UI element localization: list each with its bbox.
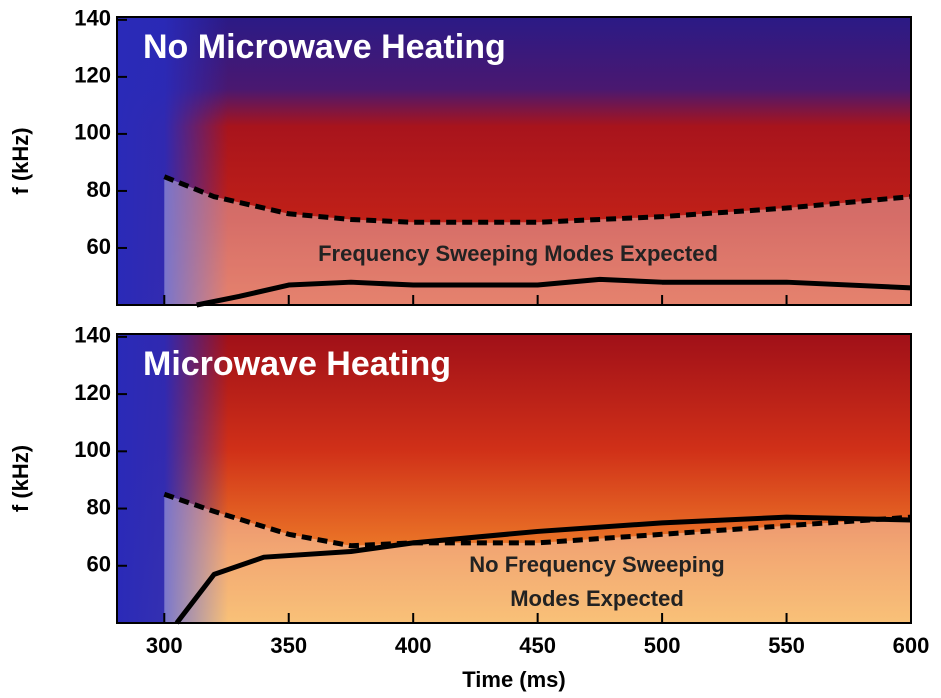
- y-tick-label: 140: [74, 323, 111, 348]
- y-axis-label: f (kHz): [8, 127, 33, 194]
- annotation: Frequency Sweeping Modes Expected: [318, 241, 718, 266]
- spectrogram-onset: [117, 334, 911, 623]
- y-tick-label: 60: [87, 552, 111, 577]
- y-tick-label: 100: [74, 120, 111, 145]
- plot-frame: [116, 16, 912, 306]
- x-tick-label: 500: [644, 633, 681, 658]
- x-tick-label: 350: [270, 633, 307, 658]
- y-tick-label: 100: [74, 437, 111, 462]
- annotation: No Frequency Sweeping: [469, 552, 725, 577]
- x-tick-label: 300: [146, 633, 183, 658]
- x-tick-label: 450: [519, 633, 556, 658]
- annotation: Modes Expected: [510, 586, 684, 611]
- expected-region: [164, 494, 912, 623]
- x-tick-label: 600: [893, 633, 930, 658]
- panel-title: No Microwave Heating: [143, 28, 506, 66]
- y-tick-label: 140: [74, 6, 111, 31]
- solid-line: [196, 276, 912, 308]
- spectrogram-onset: [117, 17, 911, 305]
- solid-line: [174, 514, 912, 625]
- x-axis-label: Time (ms): [462, 667, 566, 692]
- y-axis-label: f (kHz): [8, 445, 33, 512]
- y-tick-label: 120: [74, 63, 111, 88]
- y-tick-label: 80: [87, 494, 111, 519]
- plot-frame: [116, 333, 912, 624]
- expected-region: [164, 176, 912, 305]
- x-tick-label: 400: [395, 633, 432, 658]
- y-tick-label: 60: [87, 234, 111, 259]
- x-tick-label: 550: [768, 633, 805, 658]
- y-tick-label: 120: [74, 380, 111, 405]
- y-tick-label: 80: [87, 177, 111, 202]
- panel-title: Microwave Heating: [143, 345, 451, 383]
